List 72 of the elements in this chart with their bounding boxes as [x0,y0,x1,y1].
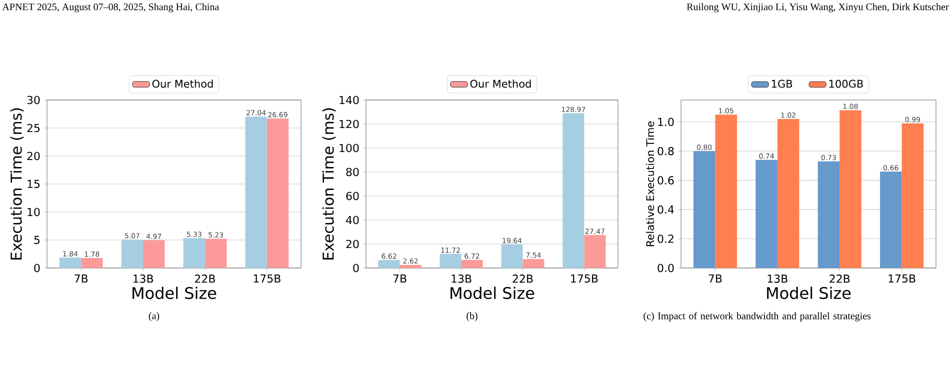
text: (a) [148,312,160,322]
y-tick-label: 0 [34,264,40,272]
y-axis-title: Execution Time (ms) [10,108,24,260]
x-tick-label: 7B [708,274,722,283]
bar [562,113,584,268]
x-tick-label: 22B [830,274,850,283]
y-tick-label: 100 [340,144,359,152]
bar [756,160,778,268]
bar [245,116,267,268]
legend-label: 100GB [829,80,863,88]
bar [902,123,924,268]
y-tick-label: 0 [353,264,359,272]
x-tick-label: 13B [768,274,788,283]
y-tick-label: 1.0 [658,118,674,126]
y-tick-label: 5 [34,236,40,244]
text: Ruilong WU, Xinjiao Li, Yisu Wang, Xinyu Chen, Dirk Kutscher [686,3,949,12]
bar [501,244,523,268]
bar [81,258,103,268]
x-tick-label: 13B [452,274,472,283]
y-axis-title: Relative Execution Time [646,121,654,246]
bar [880,172,902,268]
bar [183,238,205,268]
x-axis-title: Model Size [132,286,216,300]
bar [400,264,422,268]
x-tick-label: 175B [888,274,916,283]
x-tick-label: 175B [254,274,280,283]
bar [584,235,606,268]
y-tick-label: 25 [27,124,40,132]
y-tick-label: 0.4 [658,205,674,214]
bar [818,161,840,268]
y-tick-label: 40 [346,216,359,224]
bar [266,118,289,268]
bar [440,254,462,268]
y-tick-label: 20 [346,240,359,248]
y-tick-label: 15 [28,180,40,188]
bar [777,118,800,268]
x-tick-label: 7B [74,274,88,283]
y-tick-label: 20 [27,152,40,160]
y-tick-label: 30 [27,96,40,104]
legend-label: Our Method [152,80,213,88]
y-tick-label: 0.2 [658,234,674,243]
bar [59,258,82,268]
y-tick-label: 120 [340,120,359,128]
bar [461,260,483,268]
bar [522,258,544,268]
y-tick-label: 80 [346,168,359,176]
legend-label: Our Method [470,80,531,88]
text: APNET 2025, August 07–08, 2025, Shang Hai, China [2,3,220,12]
x-tick-label: 13B [133,274,154,283]
bar [143,240,165,268]
x-axis-title: Model Size [450,286,534,300]
bar [715,114,737,268]
x-axis-title: Model Size [767,286,851,300]
y-tick-label: 10 [28,208,40,216]
y-axis-title: Execution Time (ms) [322,108,336,260]
text: (b) [466,312,478,322]
x-tick-label: 22B [512,274,533,283]
bar [693,151,716,268]
x-tick-label: 22B [195,274,215,283]
bar [121,240,144,268]
y-tick-label: 0.8 [658,146,674,156]
bar [204,238,227,268]
y-tick-label: 0.0 [658,264,674,272]
bar [378,260,400,268]
y-tick-label: 0.6 [658,176,674,184]
x-tick-label: 7B [393,274,406,283]
x-tick-label: 175B [571,274,598,283]
text: (c) Impact of network bandwidth and parallel strategies [644,312,871,322]
y-tick-label: 140 [340,96,359,104]
legend-label: 1GB [772,80,792,88]
bar [840,110,862,268]
y-tick-label: 60 [346,192,359,200]
